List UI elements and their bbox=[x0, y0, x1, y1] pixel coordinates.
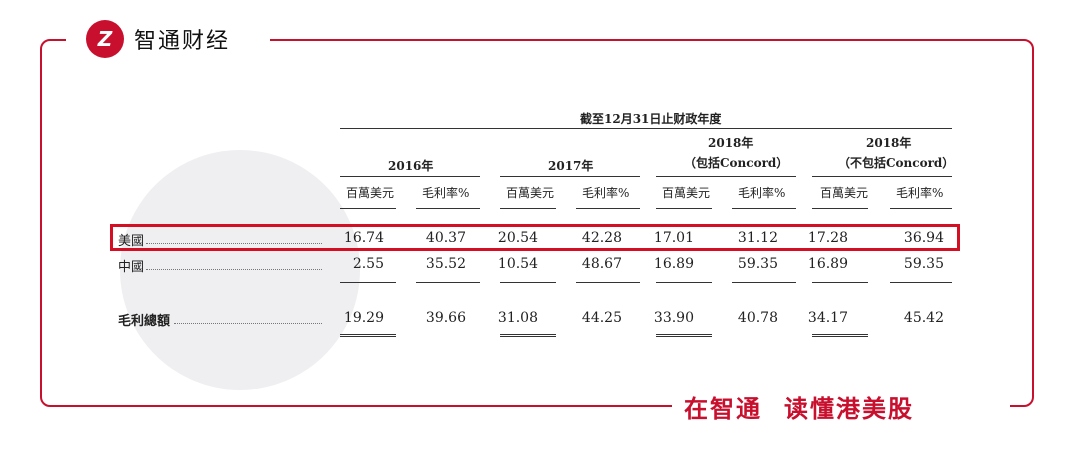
table-cell: 36.94 bbox=[903, 230, 944, 246]
table-cell: 40.78 bbox=[737, 310, 778, 326]
highlight-box-us bbox=[110, 224, 960, 251]
row-label-us: 美國 bbox=[118, 234, 145, 249]
table-caption: 截至12月31日止财政年度 bbox=[580, 112, 722, 126]
slogan-part-2: 读懂港美股 bbox=[784, 395, 914, 423]
subheader-usd: 百萬美元 bbox=[506, 186, 555, 200]
table-cell: 59.35 bbox=[903, 256, 944, 272]
subheader-usd: 百萬美元 bbox=[820, 186, 869, 200]
table-cell: 31.12 bbox=[737, 230, 778, 246]
period-header-note: （包括Concord） bbox=[684, 156, 789, 170]
table-cell: 44.25 bbox=[581, 310, 622, 326]
table-cell: 16.89 bbox=[807, 256, 848, 272]
subheader-margin: 毛利率% bbox=[896, 186, 944, 200]
table-cell: 20.54 bbox=[497, 230, 538, 246]
subheader-margin: 毛利率% bbox=[582, 186, 630, 200]
watermark-logo bbox=[120, 150, 360, 390]
subheader-usd: 百萬美元 bbox=[346, 186, 395, 200]
row-label-total: 毛利總額 bbox=[118, 314, 171, 329]
table-cell: 34.17 bbox=[807, 310, 848, 326]
period-header: 2017年 bbox=[548, 159, 594, 173]
slogan: 在智通 读懂港美股 bbox=[684, 389, 936, 424]
table-cell: 35.52 bbox=[425, 256, 466, 272]
slogan-part-1: 在智通 bbox=[684, 395, 762, 423]
subheader-margin: 毛利率% bbox=[422, 186, 470, 200]
content-frame bbox=[40, 39, 1034, 407]
brand-name: 智通财经 bbox=[134, 29, 231, 54]
period-header-note: （不包括Concord） bbox=[838, 156, 955, 170]
brand-logo-icon: Z bbox=[86, 20, 124, 58]
table-cell: 42.28 bbox=[581, 230, 622, 246]
table-cell: 19.29 bbox=[343, 310, 384, 326]
table-cell: 10.54 bbox=[497, 256, 538, 272]
period-header: 2016年 bbox=[388, 159, 434, 173]
table-cell: 59.35 bbox=[737, 256, 778, 272]
table-cell: 17.28 bbox=[807, 230, 848, 246]
period-header: 2018年 bbox=[866, 136, 912, 150]
subheader-usd: 百萬美元 bbox=[662, 186, 711, 200]
table-cell: 31.08 bbox=[497, 310, 538, 326]
table-cell: 33.90 bbox=[653, 310, 694, 326]
brand-logo: Z 智通财经 bbox=[86, 20, 230, 58]
period-header: 2018年 bbox=[708, 136, 754, 150]
table-cell: 16.74 bbox=[343, 230, 384, 246]
table-cell: 16.89 bbox=[653, 256, 694, 272]
subheader-margin: 毛利率% bbox=[738, 186, 786, 200]
table-cell: 40.37 bbox=[425, 230, 466, 246]
row-label-china: 中國 bbox=[118, 260, 145, 275]
table-cell: 48.67 bbox=[581, 256, 622, 272]
table-cell: 39.66 bbox=[425, 310, 466, 326]
table-cell: 45.42 bbox=[903, 310, 944, 326]
table-cell: 17.01 bbox=[653, 230, 694, 246]
table-cell: 2.55 bbox=[352, 256, 384, 272]
